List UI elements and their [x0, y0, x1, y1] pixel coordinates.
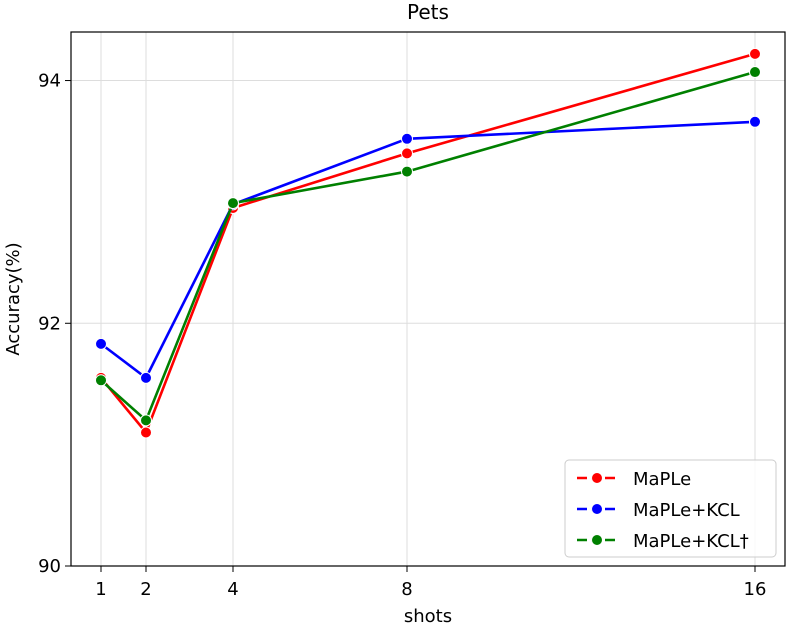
- data-point: [749, 47, 761, 60]
- series-3: [95, 66, 761, 427]
- legend-label: MaPLe+KCL†: [633, 531, 749, 552]
- y-tick-label: 90: [38, 556, 61, 577]
- data-point: [401, 147, 413, 160]
- x-tick-label: 4: [227, 579, 238, 600]
- y-tick-label: 92: [38, 313, 61, 334]
- data-point: [140, 371, 152, 384]
- x-tick-label: 8: [401, 579, 412, 600]
- series-layer: [95, 47, 761, 439]
- data-point: [401, 132, 413, 145]
- data-point: [401, 165, 413, 178]
- y-axis: 90 92 94: [38, 71, 71, 577]
- series-line: [100, 70, 756, 423]
- data-point: [95, 337, 107, 350]
- series-1: [95, 47, 761, 439]
- series-line: [100, 120, 756, 380]
- legend-item: MaPLe+KCL†: [577, 531, 749, 552]
- series-line: [99, 52, 756, 436]
- legend: MaPLe MaPLe+KCL MaPLe+KCL†: [564, 459, 777, 558]
- legend-label: MaPLe: [633, 469, 691, 490]
- x-axis-title: shots: [404, 606, 452, 626]
- data-point: [140, 414, 152, 427]
- legend-item: MaPLe+KCL: [577, 500, 740, 521]
- legend-item: MaPLe: [577, 469, 691, 490]
- legend-marker: [591, 534, 603, 546]
- data-point: [749, 66, 761, 79]
- y-tick-label: 94: [38, 71, 61, 92]
- x-tick-label: 2: [140, 579, 151, 600]
- plot-frame: [70, 31, 786, 567]
- legend-marker: [591, 472, 603, 484]
- legend-box: [564, 459, 777, 558]
- legend-marker: [591, 503, 603, 515]
- series-2: [95, 115, 761, 384]
- data-point: [140, 426, 152, 439]
- legend-label: MaPLe+KCL: [633, 500, 740, 521]
- data-point: [95, 374, 107, 387]
- chart-title: Pets: [407, 0, 449, 24]
- y-axis-title: Accuracy(%): [3, 242, 24, 355]
- x-tick-label: 16: [744, 579, 767, 600]
- x-axis: 1 2 4 8 16: [95, 566, 766, 600]
- data-point: [749, 115, 761, 128]
- x-tick-label: 1: [95, 579, 106, 600]
- data-point: [227, 197, 239, 210]
